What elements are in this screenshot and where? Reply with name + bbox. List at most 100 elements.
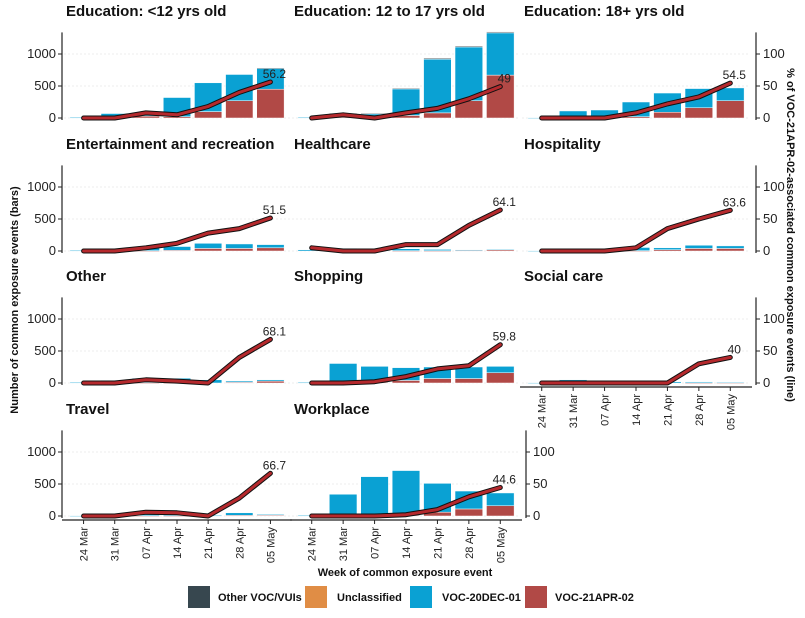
legend-label-other-voc-vuis: Other VOC/VUIs xyxy=(218,592,302,604)
panel-title: Travel xyxy=(66,401,109,418)
x-tick-label: 05 May xyxy=(495,527,507,564)
line-pct-voc-21apr-02 xyxy=(540,208,732,253)
bar-voc-20dec-01 xyxy=(454,249,483,251)
y-tick-label-right: 0 xyxy=(763,110,770,125)
data-label-end: 64.1 xyxy=(493,195,517,209)
bar-voc-21apr-02 xyxy=(486,372,515,384)
panels-layer: Education: <12 yrs old56.205001000Educat… xyxy=(27,3,785,563)
line-pct-voc-21apr-02 xyxy=(310,486,502,518)
bar-voc-20dec-01 xyxy=(423,249,452,251)
y-tick-label-right: 0 xyxy=(763,243,770,258)
y-tick-label-right: 50 xyxy=(763,211,777,226)
bar-voc-20dec-01 xyxy=(486,366,515,374)
data-label-end: 68.1 xyxy=(263,324,287,338)
bar-voc-21apr-02 xyxy=(225,248,254,252)
panel-other: Other 68.1 0 500 1000 xyxy=(27,268,290,390)
x-tick-label: 21 Apr xyxy=(203,527,215,559)
line-pct-voc-21apr-02 xyxy=(82,337,272,385)
y-tick-label-right: 100 xyxy=(763,311,785,326)
x-tick-label: 21 Apr xyxy=(662,394,674,426)
panel-education-12-to-17-yrs-old: Education: 12 to 17 yrs old 49 xyxy=(292,3,520,121)
x-tick-label: 28 Apr xyxy=(464,527,476,559)
legend-swatch-unclassified xyxy=(305,586,327,608)
panel-title: Education: 12 to 17 yrs old xyxy=(294,3,485,20)
bar-other-voc-vuis xyxy=(423,57,452,60)
panel-title: Social care xyxy=(524,268,603,285)
bar-voc-21apr-02 xyxy=(256,247,285,252)
y-axis-left-label: Number of common exposure events (bars) xyxy=(9,186,21,414)
bar-voc-20dec-01 xyxy=(329,493,358,517)
panel-education-12-yrs-old: Education: <12 yrs old 56.2 0 500 1000 xyxy=(27,3,290,125)
y-tick-label-right: 50 xyxy=(763,343,777,358)
y-tick-label-left: 0 xyxy=(49,375,56,390)
bar-voc-20dec-01 xyxy=(684,381,713,383)
bar-voc-20dec-01 xyxy=(391,470,421,516)
bar-other-voc-vuis xyxy=(486,31,515,34)
panel-healthcare: Healthcare 64.1 xyxy=(292,136,520,254)
bar-voc-21apr-02 xyxy=(486,74,515,119)
x-tick-label: 31 Mar xyxy=(338,527,350,562)
bar-voc-21apr-02 xyxy=(194,248,223,252)
line-pct-voc-21apr-02 xyxy=(540,81,732,120)
bar-voc-21apr-02 xyxy=(454,378,483,384)
panel-entertainment-and-recreation: Entertainment and recreation 51.5 0 500 1000 xyxy=(27,136,290,258)
bar-other-voc-vuis xyxy=(454,45,483,48)
line-pct-voc-21apr-02 xyxy=(82,471,272,518)
y-tick-label-left: 1000 xyxy=(27,444,56,459)
panel-title: Entertainment and recreation xyxy=(66,136,274,153)
data-label-end: 56.2 xyxy=(263,67,287,81)
panel-hospitality: Hospitality 63.6 0 50 100 xyxy=(522,136,785,258)
bar-voc-20dec-01 xyxy=(225,243,254,249)
x-axis-label: Week of common exposure event xyxy=(318,567,493,579)
bar-voc-21apr-02 xyxy=(423,378,452,384)
panel-title: Healthcare xyxy=(294,136,371,153)
x-tick-label: 14 Apr xyxy=(401,527,413,559)
data-label-end: 54.5 xyxy=(723,68,747,82)
bar-voc-20dec-01 xyxy=(486,248,515,251)
line-pct-voc-21apr-02 xyxy=(310,343,502,385)
line-outline xyxy=(81,336,273,386)
y-tick-label-left: 500 xyxy=(34,78,56,93)
bar-voc-21apr-02 xyxy=(454,508,483,517)
bar-voc-20dec-01 xyxy=(684,244,713,249)
bar-voc-21apr-02 xyxy=(684,107,713,119)
data-label-end: 63.6 xyxy=(723,195,747,209)
bar-voc-20dec-01 xyxy=(256,244,285,249)
y-tick-label-right: 100 xyxy=(763,179,785,194)
x-tick-label: 14 Apr xyxy=(631,394,643,426)
bar-other-voc-vuis xyxy=(256,67,285,69)
line-pct-voc-21apr-02 xyxy=(310,85,502,120)
x-tick-label: 07 Apr xyxy=(141,527,153,559)
panel-title: Workplace xyxy=(294,401,370,418)
bar-voc-20dec-01 xyxy=(486,32,515,76)
y-tick-label-left: 0 xyxy=(49,243,56,258)
x-tick-label: 31 Mar xyxy=(110,527,122,562)
y-tick-label-right: 50 xyxy=(763,78,777,93)
legend: Other VOC/VUIs Unclassified VOC-20DEC-01… xyxy=(188,586,634,608)
x-tick-label: 14 Apr xyxy=(172,527,184,559)
data-label-end: 40 xyxy=(728,342,742,356)
line-pct-voc-21apr-02 xyxy=(540,355,732,385)
y-tick-label-right: 100 xyxy=(533,444,555,459)
x-tick-label: 05 May xyxy=(265,527,277,564)
y-tick-label-left: 1000 xyxy=(27,311,56,326)
y-axis-right-label: % of VOC-21APR-02-associated common expo… xyxy=(784,68,796,402)
bar-voc-20dec-01 xyxy=(653,247,682,250)
x-tick-label: 28 Apr xyxy=(694,394,706,426)
data-label-end: 44.6 xyxy=(493,472,517,486)
bar-voc-20dec-01 xyxy=(454,46,483,101)
y-tick-label-left: 1000 xyxy=(27,46,56,61)
y-tick-label-left: 0 xyxy=(49,110,56,125)
bar-voc-21apr-02 xyxy=(225,100,254,119)
panel-title: Education: <12 yrs old xyxy=(66,3,226,20)
legend-swatch-voc-20dec-01 xyxy=(410,586,432,608)
panel-title: Education: 18+ yrs old xyxy=(524,3,684,20)
panel-title: Shopping xyxy=(294,268,363,285)
bar-voc-20dec-01 xyxy=(256,514,285,516)
x-tick-label: 24 Mar xyxy=(537,394,549,429)
bar-voc-21apr-02 xyxy=(391,380,421,384)
data-label-end: 66.7 xyxy=(263,458,287,472)
bar-voc-21apr-02 xyxy=(256,88,285,119)
y-tick-label-left: 1000 xyxy=(27,179,56,194)
